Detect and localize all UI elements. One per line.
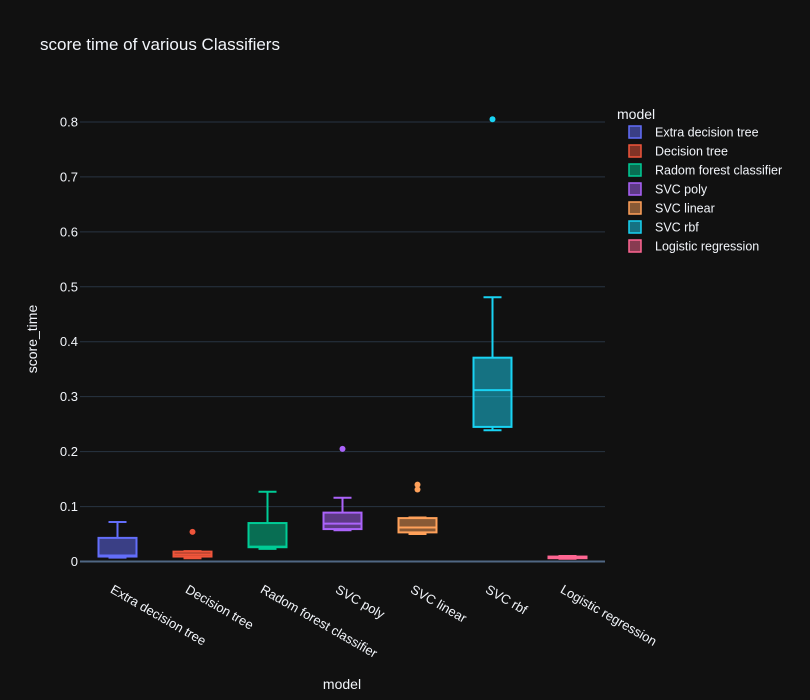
legend[interactable]: model Extra decision tree Decision tree Ra… [617, 106, 782, 254]
y-tick-label: 0.7 [60, 169, 78, 184]
iqr-box[interactable] [397, 517, 438, 534]
y-tick-label: 0.2 [60, 444, 78, 459]
legend-swatch [628, 163, 642, 177]
box-trace[interactable] [322, 445, 363, 532]
chart-title: score time of various Classifiers [40, 35, 280, 54]
y-tick-label: 0 [71, 554, 78, 569]
legend-item[interactable]: SVC poly [628, 182, 708, 197]
x-tick-label: Decision tree [183, 582, 256, 633]
y-tick-label: 0.3 [60, 389, 78, 404]
iqr-box[interactable] [97, 536, 138, 558]
x-tick-label: SVC poly [333, 582, 388, 622]
x-tick-label: SVC rbf [483, 582, 530, 618]
legend-swatch [628, 144, 642, 158]
y-tick-label: 0.1 [60, 499, 78, 514]
box-trace[interactable] [247, 490, 288, 550]
legend-swatch [628, 220, 642, 234]
box-trace[interactable] [547, 555, 588, 560]
outlier-point[interactable] [339, 445, 346, 452]
legend-label: SVC poly [655, 183, 708, 197]
legend-item[interactable]: SVC rbf [628, 220, 699, 235]
x-tick-label: SVC linear [408, 582, 470, 626]
outlier-point[interactable] [414, 486, 421, 493]
legend-swatch [628, 182, 642, 196]
legend-label: Decision tree [655, 145, 728, 159]
box-traces[interactable] [97, 116, 588, 560]
legend-item[interactable]: Extra decision tree [628, 125, 759, 140]
legend-label: Radom forest classifier [655, 164, 782, 178]
legend-swatch [628, 239, 642, 253]
y-tick-label: 0.8 [60, 114, 78, 129]
iqr-box[interactable] [322, 511, 363, 531]
legend-item[interactable]: Radom forest classifier [628, 163, 782, 178]
y-axis-title: score_time [24, 305, 40, 374]
box-trace[interactable] [97, 520, 138, 559]
legend-swatch [628, 201, 642, 215]
iqr-box[interactable] [472, 356, 513, 428]
legend-title: model [617, 106, 655, 122]
box-trace[interactable] [472, 116, 513, 432]
legend-item[interactable]: Logistic regression [628, 239, 759, 254]
outlier-point[interactable] [189, 528, 196, 535]
y-tick-label: 0.5 [60, 279, 78, 294]
box-trace[interactable] [397, 481, 438, 536]
x-axis-title: model [323, 676, 361, 692]
box-trace[interactable] [172, 528, 213, 560]
legend-label: SVC rbf [655, 221, 699, 235]
y-tick-label: 0.4 [60, 334, 78, 349]
legend-label: Extra decision tree [655, 126, 759, 140]
iqr-box[interactable] [247, 522, 288, 549]
outlier-point[interactable] [414, 481, 421, 488]
y-axis-ticks: 0 0.1 0.2 0.3 0.4 0.5 0.6 0.7 0.8 [60, 114, 78, 569]
legend-item[interactable]: SVC linear [628, 201, 715, 216]
legend-swatch [628, 125, 642, 139]
legend-label: Logistic regression [655, 240, 759, 254]
legend-label: SVC linear [655, 202, 715, 216]
gridlines [80, 121, 605, 563]
outlier-point[interactable] [489, 116, 496, 123]
x-tick-label: Logistic regression [558, 582, 659, 649]
legend-item[interactable]: Decision tree [628, 144, 728, 159]
y-tick-label: 0.6 [60, 224, 78, 239]
